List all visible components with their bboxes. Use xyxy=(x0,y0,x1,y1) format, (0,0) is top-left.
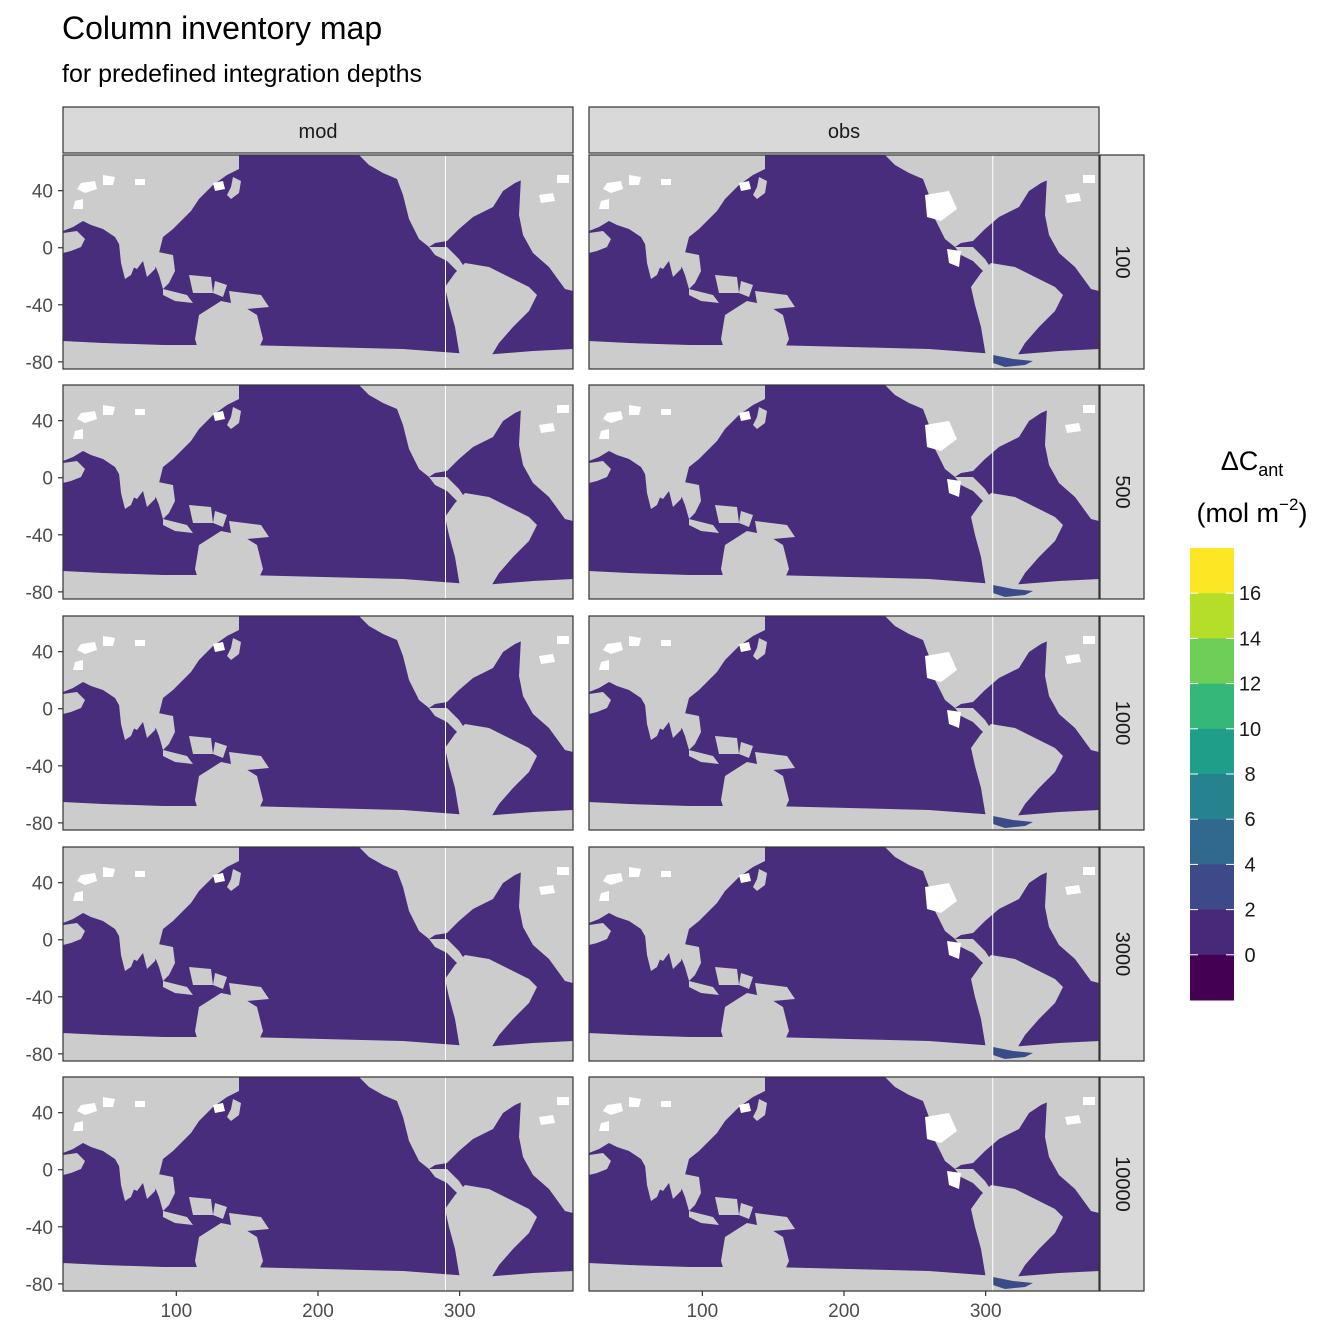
legend-label: 14 xyxy=(1239,628,1261,650)
x-tick-label: 100 xyxy=(686,1301,718,1322)
legend-title: ΔCant xyxy=(1221,446,1284,480)
facet-strip-obs xyxy=(588,106,1100,154)
map-panel-obs-3000 xyxy=(589,847,1099,1061)
y-tick-label: 0 xyxy=(42,931,53,952)
legend-label: 4 xyxy=(1244,854,1255,876)
facet-strip-depth-3000 xyxy=(1099,846,1145,1062)
x-tick-label: 200 xyxy=(302,1301,334,1322)
map-panel-mod-1000 xyxy=(63,616,573,830)
panel-border xyxy=(588,154,1100,370)
y-tick-label: -40 xyxy=(26,757,53,778)
y-tick-label: -40 xyxy=(26,296,53,317)
legend-color-bin xyxy=(1190,909,1234,956)
facet-label-depth: 100 xyxy=(1111,245,1133,278)
legend-unit-sup: −2 xyxy=(1279,495,1298,514)
panel-border xyxy=(588,846,1100,1062)
facet-label-mod: mod xyxy=(299,121,338,143)
facet-strip-depth-1000 xyxy=(1099,615,1145,831)
legend-color-bin xyxy=(1190,728,1234,775)
y-tick-label: 0 xyxy=(42,1161,53,1182)
legend-color-bin xyxy=(1190,954,1234,1001)
y-tick-label: 40 xyxy=(32,182,53,203)
plot-title: Column inventory map xyxy=(62,10,383,46)
legend-label: 0 xyxy=(1244,945,1255,967)
legend-color-bin xyxy=(1190,683,1234,730)
y-tick-label: -80 xyxy=(26,1045,53,1066)
y-tick-label: -80 xyxy=(26,353,53,374)
y-tick-label: 0 xyxy=(42,469,53,490)
legend-color-bin xyxy=(1190,819,1234,865)
facet-label-depth: 3000 xyxy=(1111,932,1133,977)
legend-label: 8 xyxy=(1244,764,1255,786)
y-tick-label: -40 xyxy=(26,988,53,1009)
map-panel-obs-100 xyxy=(589,155,1099,369)
facet-strip-depth-100 xyxy=(1099,154,1145,370)
legend-label: 16 xyxy=(1239,583,1261,605)
panel-border xyxy=(62,154,574,370)
map-panel-mod-500 xyxy=(63,385,573,599)
legend-color-bin xyxy=(1190,638,1234,685)
y-tick-label: -80 xyxy=(26,814,53,835)
panel-border xyxy=(62,846,574,1062)
legend-unit: (mol m−2) xyxy=(1197,495,1308,528)
map-panel-obs-1000 xyxy=(589,616,1099,830)
x-tick-label: 300 xyxy=(970,1301,1002,1322)
y-tick-label: 40 xyxy=(32,1104,53,1125)
legend-label: 10 xyxy=(1239,719,1261,741)
facet-strip-depth-10000 xyxy=(1099,1076,1145,1292)
y-tick-label: -40 xyxy=(26,526,53,547)
y-tick-label: 40 xyxy=(32,412,53,433)
x-tick-label: 300 xyxy=(444,1301,476,1322)
map-panel-obs-10000 xyxy=(589,1077,1099,1291)
panel-border xyxy=(62,615,574,831)
plot-subtitle: for predefined integration depths xyxy=(62,60,422,88)
y-tick-label: 0 xyxy=(42,239,53,260)
map-panel-mod-10000 xyxy=(63,1077,573,1291)
map-panel-mod-100 xyxy=(63,155,573,369)
legend-color-bin xyxy=(1190,864,1234,911)
legend-label: 2 xyxy=(1244,900,1255,922)
x-tick-label: 200 xyxy=(828,1301,860,1322)
facet-strip-depth-500 xyxy=(1099,384,1145,600)
panel-border xyxy=(62,384,574,600)
legend-unit-close: ) xyxy=(1298,498,1307,528)
legend-color-bin xyxy=(1190,774,1234,820)
panel-border xyxy=(588,615,1100,831)
facet-label-depth: 1000 xyxy=(1111,701,1133,746)
legend-color-bin xyxy=(1190,548,1234,594)
legend-label: 6 xyxy=(1244,809,1255,831)
y-tick-label: 0 xyxy=(42,700,53,721)
facet-label-depth: 500 xyxy=(1111,475,1133,508)
legend-title-main: ΔC xyxy=(1221,446,1259,476)
y-tick-label: -80 xyxy=(26,1275,53,1296)
legend-unit-open: (mol m xyxy=(1197,498,1280,528)
y-tick-label: -40 xyxy=(26,1218,53,1239)
panel-border xyxy=(588,384,1100,600)
legend-title-sub: ant xyxy=(1258,460,1283,480)
map-panel-obs-500 xyxy=(589,385,1099,599)
legend-label: 12 xyxy=(1239,674,1261,696)
facet-label-obs: obs xyxy=(828,121,860,143)
facet-strip-mod xyxy=(62,106,574,154)
y-tick-label: -80 xyxy=(26,583,53,604)
map-panel-mod-3000 xyxy=(63,847,573,1061)
y-tick-label: 40 xyxy=(32,643,53,664)
legend-color-bin xyxy=(1190,593,1234,639)
facet-label-depth: 10000 xyxy=(1111,1156,1133,1212)
y-tick-label: 40 xyxy=(32,874,53,895)
x-tick-label: 100 xyxy=(160,1301,192,1322)
